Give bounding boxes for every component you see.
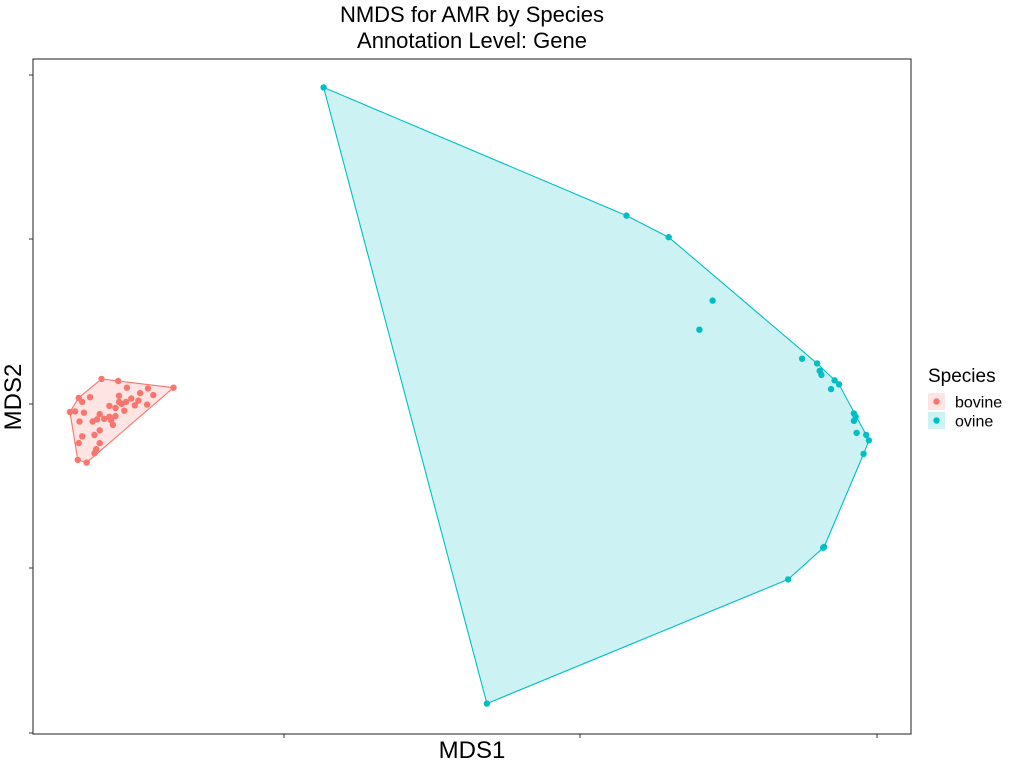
bovine-point (131, 402, 138, 409)
bovine-point (89, 418, 96, 425)
y-axis-title: MDS2 (0, 364, 27, 431)
bovine-point (123, 384, 131, 391)
ovine-point (665, 234, 672, 241)
plot-panel (32, 58, 912, 735)
ovine-point (320, 84, 327, 91)
chart-subtitle: Annotation Level: Gene (357, 28, 587, 53)
legend-items: bovine ovine (928, 393, 1002, 431)
bovine-point (74, 456, 82, 464)
legend-title: Species (928, 366, 996, 387)
ovine-point (835, 381, 843, 388)
legend-marker-ovine (933, 417, 940, 424)
bovine-point (71, 408, 79, 415)
bovine-point (112, 404, 119, 412)
bovine-point (80, 409, 88, 416)
y-axis-ticks (29, 74, 33, 734)
ovine-point (818, 371, 825, 379)
bovine-point (91, 450, 98, 457)
ovine-point (798, 355, 806, 362)
bovine-point (122, 398, 130, 406)
bovine-point (79, 433, 86, 440)
x-axis-ticks (283, 734, 878, 738)
bovine-point (135, 397, 142, 404)
ovine-point (820, 544, 827, 551)
chart-title: NMDS for AMR by Species (340, 2, 604, 27)
points-layer (66, 84, 873, 707)
bovine-point (96, 439, 103, 447)
bovine-point (143, 401, 151, 408)
x-axis-title: MDS1 (439, 737, 506, 764)
ovine-point (827, 385, 835, 393)
ovine-point (863, 431, 870, 439)
bovine-point (75, 439, 82, 447)
bovine-hull (69, 378, 175, 464)
bovine-point (76, 418, 83, 425)
bovine-point (115, 398, 123, 406)
bovine-point (136, 389, 144, 397)
bovine-point (98, 375, 105, 383)
bovine-point (109, 421, 117, 428)
legend-marker-bovine (933, 398, 940, 405)
legend-label-bovine: bovine (955, 395, 1002, 412)
bovine-point (128, 395, 135, 402)
ovine-point (865, 437, 873, 444)
ovine-point (709, 297, 716, 304)
bovine-point (170, 384, 177, 391)
bovine-point (96, 427, 103, 434)
ovine-point (483, 700, 491, 707)
bovine-point (100, 415, 108, 422)
bovine-point (106, 413, 113, 420)
bovine-point (79, 398, 86, 406)
legend: Species bovine ovine (928, 366, 1002, 431)
ovine-point (853, 429, 860, 437)
ovine-point (831, 377, 838, 384)
bovine-point (86, 394, 94, 401)
bovine-point (106, 402, 113, 410)
bovine-point (91, 431, 98, 439)
legend-label-ovine: ovine (955, 414, 993, 431)
ovine-point (860, 450, 867, 458)
bovine-point (150, 391, 157, 399)
ovine-point (784, 576, 792, 583)
bovine-point (66, 408, 74, 416)
bovine-point (112, 412, 119, 420)
ovine-point (850, 417, 858, 424)
ovine-point (623, 212, 630, 219)
hull-layer (69, 86, 870, 705)
bovine-point (115, 392, 123, 399)
bovine-point (96, 410, 103, 418)
ovine-hull (322, 86, 870, 705)
bovine-point (83, 459, 90, 466)
bovine-point (115, 377, 122, 385)
ovine-point (813, 360, 821, 367)
ovine-point (696, 326, 703, 333)
bovine-point (144, 385, 152, 392)
bovine-point (121, 407, 128, 414)
